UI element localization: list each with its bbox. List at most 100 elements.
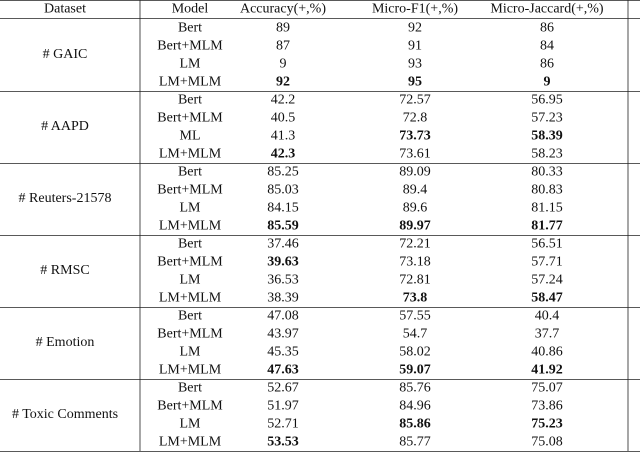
value-cell: 38.39 <box>267 291 299 306</box>
value-cell: 72.21 <box>399 237 431 252</box>
value-cell: 89.09 <box>399 165 431 180</box>
value-cell: 85.77 <box>399 435 431 450</box>
value-cell: 84.96 <box>399 399 431 414</box>
model-cell: LM+MLM <box>159 219 222 234</box>
value-cell: 40.5 <box>271 111 296 126</box>
value-cell: 87 <box>276 39 290 54</box>
value-cell: 54.7 <box>403 327 428 342</box>
model-cell: LM+MLM <box>159 75 222 90</box>
model-cell: LM+MLM <box>159 435 222 450</box>
value-cell: 92 <box>408 21 422 36</box>
value-cell: 85.59 <box>267 219 299 234</box>
value-cell: 80.33 <box>531 165 563 180</box>
value-cell: 57.23 <box>531 111 563 126</box>
value-cell: 40.86 <box>531 345 563 360</box>
value-cell: 95 <box>408 75 422 90</box>
model-cell: LM <box>180 417 202 432</box>
value-cell: 75.07 <box>531 381 563 396</box>
value-cell: 72.8 <box>403 111 428 126</box>
dataset-cell: # Toxic Comments <box>12 407 118 422</box>
model-cell: LM+MLM <box>159 291 222 306</box>
value-cell: 9 <box>544 75 551 90</box>
value-cell: 73.61 <box>399 147 431 162</box>
value-cell: 73.18 <box>399 255 431 270</box>
model-cell: Bert+MLM <box>157 255 223 270</box>
value-cell: 53.53 <box>267 435 299 450</box>
value-cell: 84.15 <box>267 201 299 216</box>
dataset-cell: # Emotion <box>36 335 95 350</box>
value-cell: 41.3 <box>271 129 296 144</box>
model-cell: Bert+MLM <box>157 39 223 54</box>
value-cell: 57.24 <box>531 273 563 288</box>
value-cell: 42.3 <box>271 147 296 162</box>
value-cell: 37.7 <box>535 327 560 342</box>
value-cell: 89.4 <box>403 183 428 198</box>
value-cell: 93 <box>408 57 422 72</box>
value-cell: 43.97 <box>267 327 299 342</box>
dataset-cell: # AAPD <box>41 119 89 134</box>
value-cell: 45.35 <box>267 345 299 360</box>
value-cell: 40.4 <box>535 309 560 324</box>
value-cell: 36.53 <box>267 273 299 288</box>
model-cell: ML <box>180 129 201 144</box>
header-cell: Model <box>172 2 209 17</box>
value-cell: 84 <box>540 39 554 54</box>
value-cell: 80.83 <box>531 183 563 198</box>
value-cell: 47.08 <box>267 309 299 324</box>
value-cell: 86 <box>540 57 554 72</box>
model-cell: Bert <box>178 21 202 36</box>
value-cell: 56.95 <box>531 93 563 108</box>
value-cell: 85.03 <box>267 183 299 198</box>
dataset-cell: # Reuters-21578 <box>19 191 112 206</box>
model-cell: Bert+MLM <box>157 183 223 198</box>
value-cell: 73.86 <box>531 399 563 414</box>
value-cell: 92 <box>276 75 290 90</box>
value-cell: 91 <box>408 39 422 54</box>
model-cell: Bert <box>178 93 202 108</box>
header-cell: Accuracy(+,%) <box>240 2 326 17</box>
value-cell: 72.81 <box>399 273 431 288</box>
value-cell: 58.47 <box>531 291 563 306</box>
model-cell: LM <box>180 273 202 288</box>
value-cell: 58.23 <box>531 147 563 162</box>
value-cell: 89.6 <box>403 201 428 216</box>
value-cell: 89 <box>276 21 290 36</box>
value-cell: 51.97 <box>267 399 299 414</box>
model-cell: LM <box>180 201 202 216</box>
value-cell: 57.71 <box>531 255 563 270</box>
value-cell: 81.77 <box>531 219 563 234</box>
value-cell: 47.63 <box>267 363 299 378</box>
value-cell: 41.92 <box>531 363 563 378</box>
model-cell: LM <box>180 57 202 72</box>
value-cell: 9 <box>280 57 287 72</box>
value-cell: 57.55 <box>399 309 431 324</box>
value-cell: 39.63 <box>267 255 299 270</box>
model-cell: Bert+MLM <box>157 111 223 126</box>
value-cell: 75.08 <box>531 435 563 450</box>
value-cell: 85.25 <box>267 165 299 180</box>
model-cell: Bert+MLM <box>157 327 223 342</box>
model-cell: LM+MLM <box>159 147 222 162</box>
value-cell: 58.02 <box>399 345 431 360</box>
value-cell: 85.76 <box>399 381 431 396</box>
value-cell: 73.8 <box>403 291 428 306</box>
header-cell: Dataset <box>44 2 86 17</box>
value-cell: 52.71 <box>267 417 299 432</box>
header-cell: Micro-Jaccard(+,%) <box>490 2 604 17</box>
model-cell: LM <box>180 345 202 360</box>
value-cell: 81.15 <box>531 201 563 216</box>
value-cell: 52.67 <box>267 381 299 396</box>
model-cell: Bert <box>178 309 202 324</box>
value-cell: 85.86 <box>399 417 431 432</box>
model-cell: Bert+MLM <box>157 399 223 414</box>
value-cell: 58.39 <box>531 129 563 144</box>
dataset-cell: # RMSC <box>40 263 89 278</box>
dataset-cell: # GAIC <box>43 47 88 62</box>
model-cell: LM+MLM <box>159 363 222 378</box>
value-cell: 37.46 <box>267 237 299 252</box>
value-cell: 42.2 <box>271 93 296 108</box>
header-cell: Micro-F1(+,%) <box>372 2 458 17</box>
value-cell: 72.57 <box>399 93 431 108</box>
